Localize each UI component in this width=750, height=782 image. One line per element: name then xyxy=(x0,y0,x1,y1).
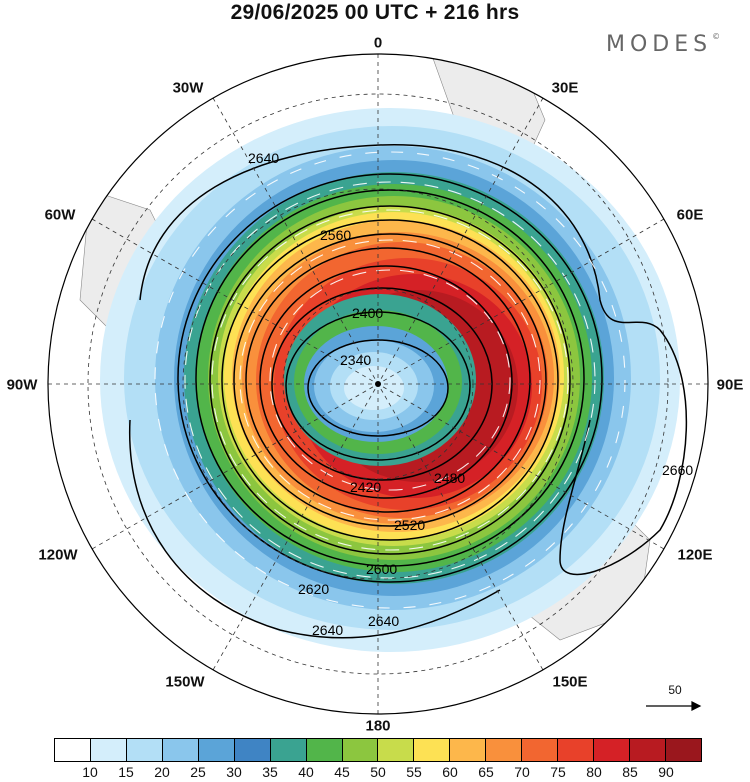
lon-label-150e: 150E xyxy=(552,673,588,691)
contour-label-2480: 2480 xyxy=(434,470,465,486)
contour-label-2420: 2420 xyxy=(350,479,381,495)
colorbar-tick-50: 50 xyxy=(370,764,386,780)
lon-label-60w: 60W xyxy=(44,206,76,224)
reference-vector-arrow xyxy=(646,701,702,711)
colorbar-swatch-11 xyxy=(450,739,487,761)
south-pole-marker xyxy=(375,381,381,387)
colorbar-tick-labels: 10 15 20 25 30 35 40 45 50 55 60 65 70 75 80 85 90 xyxy=(0,764,750,782)
colorbar-tick-10: 10 xyxy=(82,764,98,780)
colorbar-swatch-7 xyxy=(306,739,343,761)
wind-speed-colorbar xyxy=(54,738,702,762)
wind-vectors xyxy=(154,151,626,609)
contour-label-2400: 2400 xyxy=(352,305,383,321)
map-title: 29/06/2025 00 UTC + 216 hrs xyxy=(230,1,520,24)
contour-labels: 2340 2400 2420 2480 2520 2560 2600 2620 … xyxy=(248,150,693,638)
colorbar-tick-75: 75 xyxy=(550,764,566,780)
colorbar-swatch-10 xyxy=(414,739,451,761)
reference-vector-label: 50 xyxy=(668,683,682,697)
colorbar-tick-15: 15 xyxy=(118,764,134,780)
lon-label-120w: 120W xyxy=(38,546,78,564)
colorbar-tick-70: 70 xyxy=(514,764,530,780)
modes-logo: MODES© xyxy=(606,32,721,57)
lon-label-30e: 30E xyxy=(551,79,579,97)
map-boundary xyxy=(47,53,709,715)
lon-label-150w: 150W xyxy=(165,673,205,691)
contour-label-2620: 2620 xyxy=(298,581,329,597)
contour-label-2520: 2520 xyxy=(394,517,425,533)
colorbar-tick-90: 90 xyxy=(658,764,674,780)
colorbar-tick-20: 20 xyxy=(154,764,170,780)
contour-label-2560: 2560 xyxy=(320,227,351,243)
lon-label-90e: 90E xyxy=(716,376,744,394)
colorbar-tick-65: 65 xyxy=(478,764,494,780)
colorbar-swatch-14 xyxy=(558,739,595,761)
colorbar-tick-55: 55 xyxy=(406,764,422,780)
colorbar-tick-35: 35 xyxy=(262,764,278,780)
colorbar-tick-30: 30 xyxy=(226,764,242,780)
colorbar-tick-85: 85 xyxy=(622,764,638,780)
colorbar-swatch-1 xyxy=(90,739,127,761)
lon-label-180: 180 xyxy=(365,717,391,735)
lon-label-60e: 60E xyxy=(676,206,704,224)
lon-label-90w: 90W xyxy=(6,376,38,394)
colorbar-tick-25: 25 xyxy=(190,764,206,780)
colorbar-swatch-0 xyxy=(55,739,91,761)
colorbar-swatch-3 xyxy=(162,739,199,761)
colorbar-tick-60: 60 xyxy=(442,764,458,780)
colorbar-swatch-5 xyxy=(234,739,271,761)
colorbar-swatch-9 xyxy=(378,739,415,761)
colorbar-swatch-17 xyxy=(665,739,701,761)
colorbar-swatch-13 xyxy=(522,739,559,761)
colorbar-swatch-12 xyxy=(486,739,523,761)
contour-label-2640b: 2640 xyxy=(312,622,343,638)
contour-label-2340: 2340 xyxy=(340,352,371,368)
colorbar-swatch-8 xyxy=(342,739,379,761)
colorbar-swatch-16 xyxy=(630,739,666,761)
lon-label-120e: 120E xyxy=(677,546,713,564)
contour-label-2660: 2660 xyxy=(662,462,693,478)
contour-label-2640c: 2640 xyxy=(368,613,399,629)
lon-label-0: 0 xyxy=(373,34,383,52)
colorbar-swatch-6 xyxy=(270,739,307,761)
colorbar-tick-40: 40 xyxy=(298,764,314,780)
colorbar-swatch-2 xyxy=(126,739,163,761)
contour-label-2600: 2600 xyxy=(366,561,397,577)
colorbar-swatch-4 xyxy=(198,739,235,761)
colorbar-tick-45: 45 xyxy=(334,764,350,780)
contour-label-2640: 2640 xyxy=(248,150,279,166)
colorbar-swatch-15 xyxy=(594,739,630,761)
lon-label-30w: 30W xyxy=(172,79,204,97)
colorbar-tick-80: 80 xyxy=(586,764,602,780)
